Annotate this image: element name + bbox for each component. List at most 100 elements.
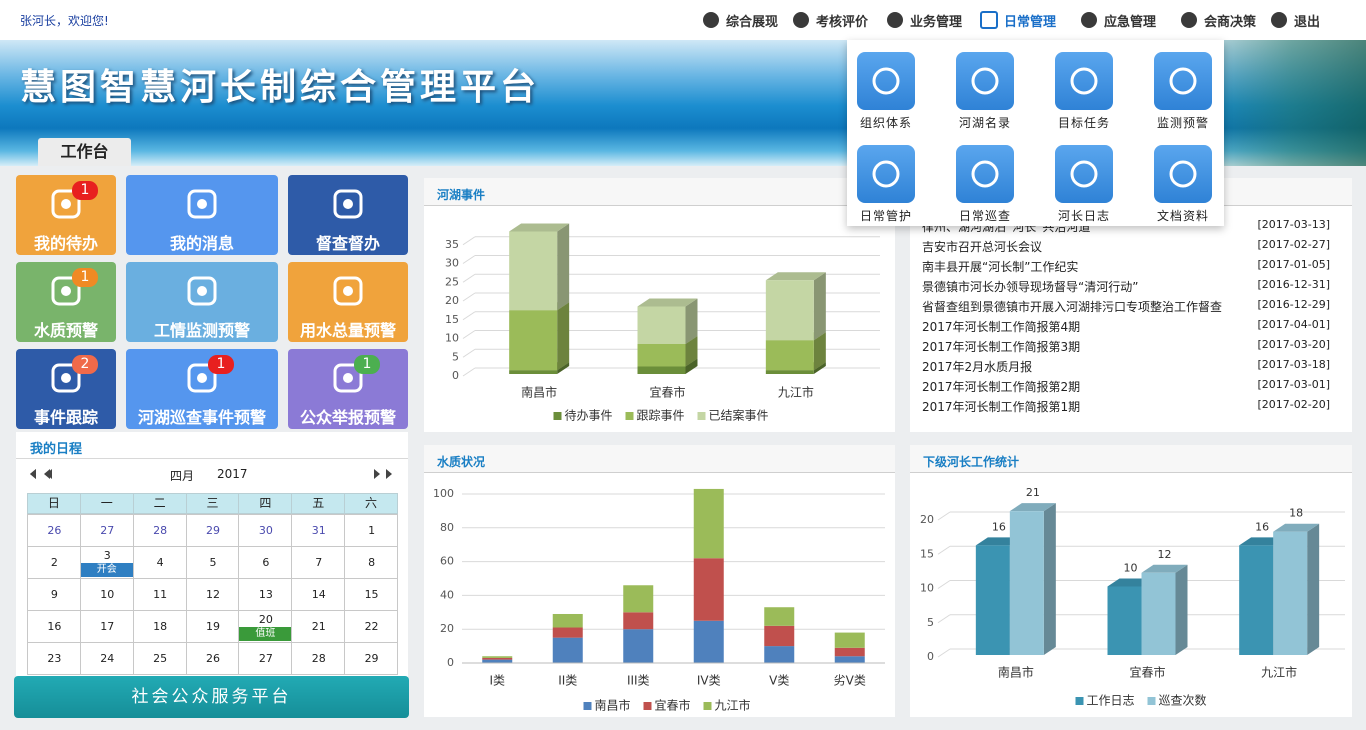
day-number: 5 [209, 556, 217, 569]
news-date: [2017-04-01] [1257, 318, 1330, 331]
tile-label: 公众举报预警 [299, 408, 396, 427]
graphic [1271, 12, 1287, 28]
calendar-day[interactable]: 29 [344, 642, 398, 675]
nav-icon [1271, 12, 1287, 28]
tile[interactable]: 我的消息 [126, 175, 278, 255]
news-title[interactable]: 2017年河长制工作简报第3期 [922, 340, 1081, 354]
calendar-day[interactable]: 18 [132, 610, 187, 643]
calendar-day[interactable]: 14 [291, 578, 346, 611]
tile[interactable]: 我的待办 1 [16, 175, 116, 255]
menu-item[interactable]: 河湖名录 [936, 52, 1034, 140]
nav-label: 应急管理 [1104, 14, 1157, 30]
tile-icon [343, 286, 353, 296]
calendar-day[interactable]: 9 [27, 578, 81, 611]
menu-item[interactable]: 文档资料 [1134, 145, 1232, 233]
calendar-day[interactable]: 27 [238, 642, 293, 675]
calendar-day[interactable]: 19 [185, 610, 240, 643]
calendar-day[interactable]: 31 [291, 514, 346, 547]
menu-item[interactable]: 河长日志 [1035, 145, 1133, 233]
calendar-day[interactable]: 23 [27, 642, 81, 675]
calendar-day[interactable]: 8 [344, 546, 398, 579]
menu-item[interactable]: 目标任务 [1035, 52, 1133, 140]
calendar-day[interactable]: 1 [344, 514, 398, 547]
tile-icon [343, 199, 353, 209]
calendar-day[interactable]: 4 [132, 546, 187, 579]
news-title[interactable]: 省督查组到景德镇市开展入河湖排污口专项整治工作督查 [922, 300, 1223, 314]
calendar-day[interactable]: 22 [344, 610, 398, 643]
nav-item[interactable]: 业务管理 [884, 8, 962, 32]
news-title[interactable]: 吉安市召开总河长会议 [922, 240, 1043, 254]
calendar-day[interactable]: 26 [27, 514, 81, 547]
calendar-day[interactable]: 25 [132, 642, 187, 675]
menu-icon [857, 52, 915, 110]
calendar-day[interactable]: 5 [185, 546, 240, 579]
tile[interactable]: 工情监测预警 [126, 262, 278, 342]
day-number: 24 [100, 652, 115, 665]
calendar-day[interactable]: 15 [344, 578, 398, 611]
calendar-day[interactable]: 28 [132, 514, 187, 547]
calendar-day[interactable]: 16 [27, 610, 81, 643]
news-title[interactable]: 2017年河长制工作简报第1期 [922, 400, 1081, 414]
nav-item[interactable]: 退出 [1268, 8, 1320, 32]
news-date: [2016-12-29] [1257, 298, 1330, 311]
calendar-day[interactable]: 7 [291, 546, 346, 579]
tile[interactable]: 督查督办 [288, 175, 408, 255]
calendar-day[interactable]: 26 [185, 642, 240, 675]
day-number: 9 [50, 588, 58, 601]
nav-item[interactable]: 考核评价 [790, 8, 868, 32]
tile[interactable]: 河湖巡查事件预警 1 [126, 349, 278, 429]
day-number: 16 [47, 620, 62, 633]
news-title[interactable]: 2017年河长制工作简报第4期 [922, 320, 1081, 334]
badge: 1 [72, 181, 98, 200]
graphic [1181, 12, 1197, 28]
menu-icon [1055, 145, 1113, 203]
calendar-day[interactable]: 20 值班 [238, 610, 293, 643]
menu-item[interactable]: 日常巡查 [936, 145, 1034, 233]
tile[interactable]: 公众举报预警 1 [288, 349, 408, 429]
day-number: 31 [311, 524, 326, 537]
menu-item[interactable]: 组织体系 [837, 52, 935, 140]
news-title[interactable]: 2017年2月水质月报 [922, 360, 1033, 374]
news-date: [2017-03-18] [1257, 358, 1330, 371]
nav-icon [793, 12, 809, 28]
tab[interactable]: 工作台 [38, 138, 131, 166]
calendar-day[interactable]: 29 [185, 514, 240, 547]
calendar-day[interactable]: 10 [79, 578, 134, 611]
news-title[interactable]: 景德镇市河长办领导现场督导“清河行动” [922, 280, 1139, 294]
calendar-day[interactable]: 17 [79, 610, 134, 643]
tile[interactable]: 用水总量预警 [288, 262, 408, 342]
calendar-day[interactable]: 13 [238, 578, 293, 611]
menu-item[interactable]: 日常管护 [837, 145, 935, 233]
news-date: [2017-02-27] [1257, 238, 1330, 251]
calendar-day[interactable]: 30 [238, 514, 293, 547]
nav-label: 日常管理 [1004, 14, 1057, 30]
calendar-day[interactable]: 3 开会 [79, 546, 134, 579]
tile[interactable]: 水质预警 1 [16, 262, 116, 342]
day-number: 27 [258, 652, 273, 665]
day-number: 29 [364, 652, 379, 665]
calendar-day[interactable]: 2 [27, 546, 81, 579]
nav-item[interactable]: 日常管理 [978, 8, 1056, 32]
calendar-day[interactable]: 11 [132, 578, 187, 611]
nav-item[interactable]: 应急管理 [1078, 8, 1156, 32]
calendar-day[interactable]: 6 [238, 546, 293, 579]
nav-item[interactable]: 会商决策 [1178, 8, 1256, 32]
calendar-day[interactable]: 27 [79, 514, 134, 547]
calendar-day[interactable]: 24 [79, 642, 134, 675]
tile[interactable]: 事件跟踪 2 [16, 349, 116, 429]
service-button[interactable]: 社会公众服务平台 [14, 676, 409, 718]
menu-item[interactable]: 监测预警 [1134, 52, 1232, 140]
calendar-day[interactable]: 12 [185, 578, 240, 611]
news-title[interactable]: 南丰县开展“河长制”工作纪实 [922, 260, 1079, 274]
nav-item[interactable]: 综合展现 [700, 8, 778, 32]
tile-icon [333, 189, 363, 219]
graphic [333, 276, 363, 306]
weekday: 五 [291, 493, 346, 514]
calendar-day[interactable]: 21 [291, 610, 346, 643]
news-title[interactable]: 2017年河长制工作简报第2期 [922, 380, 1081, 394]
panel-title: 下级河长工作统计 [923, 455, 1020, 469]
nav-label: 会商决策 [1204, 14, 1257, 30]
tile-icon [343, 373, 353, 383]
day-number: 7 [315, 556, 323, 569]
calendar-day[interactable]: 28 [291, 642, 346, 675]
